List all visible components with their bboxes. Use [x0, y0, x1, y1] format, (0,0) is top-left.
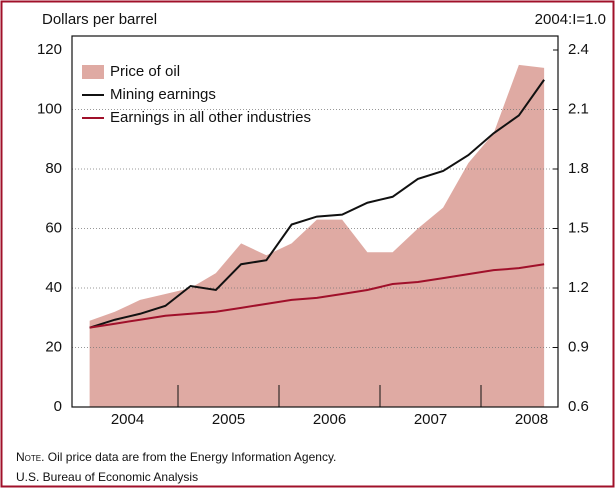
- note-label: Note.: [16, 450, 44, 464]
- x-tick-label: 2004: [111, 411, 144, 428]
- plot-frame: [71, 35, 559, 408]
- note: Note. Oil price data are from the Energy…: [16, 450, 336, 464]
- legend-label: Price of oil: [110, 63, 180, 80]
- series-line: [89, 79, 545, 329]
- y-tick-label: 20: [45, 338, 62, 355]
- left-axis-label: Dollars per barrel: [42, 11, 157, 28]
- x-tick-label: 2005: [212, 411, 245, 428]
- y2-tick-label: 0.6: [568, 398, 589, 415]
- y2-tick-label: 1.5: [568, 219, 589, 236]
- y2-tick-label: 1.2: [568, 279, 589, 296]
- legend-swatch: [82, 65, 104, 79]
- oil-area: [89, 64, 545, 407]
- x-tick-label: 2006: [313, 411, 346, 428]
- y2-tick-label: 1.8: [568, 160, 589, 177]
- x-tick-label: 2008: [515, 411, 548, 428]
- y-tick-label: 60: [45, 219, 62, 236]
- y-tick-label: 0: [54, 398, 62, 415]
- x-tick-label: 2007: [414, 411, 447, 428]
- y2-tick-label: 2.1: [568, 100, 589, 117]
- right-axis-label: 2004:I=1.0: [535, 11, 606, 28]
- y-tick-label: 80: [45, 160, 62, 177]
- y2-tick-label: 0.9: [568, 338, 589, 355]
- y-tick-label: 100: [37, 100, 62, 117]
- legend-label: Mining earnings: [110, 86, 216, 103]
- note-text: Oil price data are from the Energy Infor…: [48, 450, 337, 464]
- series-line: [89, 263, 545, 329]
- source: U.S. Bureau of Economic Analysis: [16, 470, 198, 484]
- y2-tick-label: 2.4: [568, 41, 589, 58]
- y-tick-label: 120: [37, 41, 62, 58]
- legend-label: Earnings in all other industries: [110, 109, 311, 126]
- y-tick-label: 40: [45, 279, 62, 296]
